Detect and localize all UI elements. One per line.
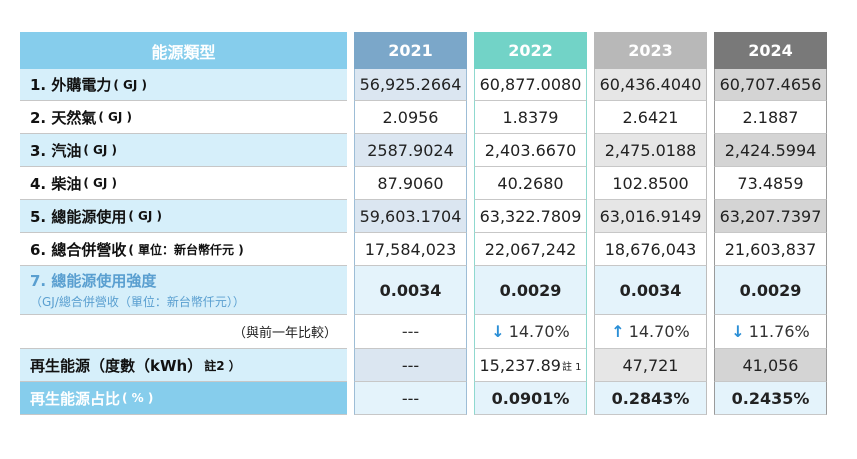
row-unit: ( GJ ) — [83, 143, 117, 157]
yoy-value: 14.70% — [508, 322, 570, 341]
cell-renewable-share-2021: --- — [354, 382, 467, 415]
cell-gasoline-2022: 2,403.6670 — [474, 134, 587, 167]
cell-renewable-2024: 41,056 — [714, 349, 827, 382]
cell-revenue-2021: 17,584,023 — [354, 233, 467, 266]
renewable-note: 註2 ） — [204, 358, 241, 373]
cell-electricity-2024: 60,707.4656 — [714, 69, 827, 101]
cell-intensity-2023: 0.0034 — [594, 266, 707, 315]
cell-revenue-2024: 21,603,837 — [714, 233, 827, 266]
row-unit: ( GJ ) — [98, 110, 132, 124]
header-year-2021: 2021 — [354, 32, 467, 69]
row-label-natural-gas: 2. 天然氣( GJ ) — [20, 101, 347, 134]
row-label-gasoline: 3. 汽油( GJ ) — [20, 134, 347, 167]
cell-electricity-2022: 60,877.0080 — [474, 69, 587, 101]
cell-intensity-2021: 0.0034 — [354, 266, 467, 315]
header-year-2024: 2024 — [714, 32, 827, 69]
row-unit: ( 單位：新台幣仟元 ) — [128, 242, 244, 257]
renewable-label: 再生能源（度數（kWh） — [30, 356, 203, 375]
cell-total-energy-2022: 63,322.7809 — [474, 200, 587, 233]
cell-intensity-2024: 0.0029 — [714, 266, 827, 315]
cell-renewable-share-2024: 0.2435% — [714, 382, 827, 415]
cell-renewable-2023: 47,721 — [594, 349, 707, 382]
cell-gasoline-2024: 2,424.5994 — [714, 134, 827, 167]
cell-renewable-share-2023: 0.2843% — [594, 382, 707, 415]
cell-renewable-2021: --- — [354, 349, 467, 382]
cell-renewable-share-2022: 0.0901% — [474, 382, 587, 415]
cell-total-energy-2023: 63,016.9149 — [594, 200, 707, 233]
cell-revenue-2023: 18,676,043 — [594, 233, 707, 266]
row-label-revenue: 6. 總合併營收( 單位：新台幣仟元 ) — [20, 233, 347, 266]
cell-diesel-2023: 102.8500 — [594, 167, 707, 200]
cell-renewable-2022: 15,237.89 註 1 — [474, 349, 587, 382]
yoy-value: 14.70% — [628, 322, 690, 341]
cell-diesel-2021: 87.9060 — [354, 167, 467, 200]
cell-electricity-2021: 56,925.2664 — [354, 69, 467, 101]
row-label-diesel: 4. 柴油( GJ ) — [20, 167, 347, 200]
renewable-share-label: 再生能源占比 — [30, 389, 121, 408]
cell-gas-2022: 1.8379 — [474, 101, 587, 134]
row-label-energy-intensity: 7. 總能源使用強度 （GJ/總合併營收（單位：新台幣仟元）） — [20, 266, 347, 315]
row-label-total-energy: 5. 總能源使用( GJ ) — [20, 200, 347, 233]
row-unit: ( GJ ) — [113, 77, 147, 92]
row-label-text: 5. 總能源使用 — [30, 207, 127, 226]
arrow-down-icon: ↓ — [731, 322, 745, 341]
row-label-text: 3. 汽油 — [30, 141, 82, 160]
row-unit: ( GJ ) — [128, 209, 162, 223]
cell-yoy-2024: ↓ 11.76% — [714, 315, 827, 349]
row-label-text: 4. 柴油 — [30, 174, 82, 193]
header-energy-type: 能源類型 — [20, 32, 347, 69]
cell-gasoline-2021: 2587.9024 — [354, 134, 467, 167]
header-year-2022: 2022 — [474, 32, 587, 69]
cell-diesel-2022: 40.2680 — [474, 167, 587, 200]
cell-electricity-2023: 60,436.4040 — [594, 69, 707, 101]
cell-yoy-2022: ↓ 14.70% — [474, 315, 587, 349]
cell-diesel-2024: 73.4859 — [714, 167, 827, 200]
row-label-text: 6. 總合併營收 — [30, 240, 127, 259]
energy-table: 能源類型 2021 2022 2023 2024 1. 外購電力( GJ ) 5… — [20, 32, 827, 415]
cell-revenue-2022: 22,067,242 — [474, 233, 587, 266]
row-unit: ( % ) — [122, 391, 154, 405]
row-label-yoy: （與前一年比較） — [20, 315, 347, 349]
cell-total-energy-2024: 63,207.7397 — [714, 200, 827, 233]
cell-total-energy-2021: 59,603.1704 — [354, 200, 467, 233]
intensity-sublabel: （GJ/總合併營收（單位：新台幣仟元）） — [30, 295, 245, 309]
cell-yoy-2023: ↑ 14.70% — [594, 315, 707, 349]
row-label-renewable: 再生能源（度數（kWh） 註2 ） — [20, 349, 347, 382]
row-label-text: 2. 天然氣 — [30, 108, 97, 127]
arrow-down-icon: ↓ — [491, 322, 505, 341]
cell-intensity-2022: 0.0029 — [474, 266, 587, 315]
intensity-label: 7. 總能源使用強度 — [30, 272, 157, 290]
cell-gas-2023: 2.6421 — [594, 101, 707, 134]
row-label-purchased-electricity: 1. 外購電力( GJ ) — [20, 69, 347, 101]
row-unit: ( GJ ) — [83, 176, 117, 190]
arrow-up-icon: ↑ — [611, 322, 625, 341]
row-label-renewable-share: 再生能源占比( % ) — [20, 382, 347, 415]
yoy-value: 11.76% — [748, 322, 810, 341]
header-year-2023: 2023 — [594, 32, 707, 69]
renewable-value: 15,237.89 — [479, 355, 561, 375]
footnote-marker: 註 1 — [561, 361, 582, 373]
row-label-text: 1. 外購電力 — [30, 76, 112, 94]
cell-yoy-2021: --- — [354, 315, 467, 349]
cell-gasoline-2023: 2,475.0188 — [594, 134, 707, 167]
cell-gas-2021: 2.0956 — [354, 101, 467, 134]
cell-gas-2024: 2.1887 — [714, 101, 827, 134]
